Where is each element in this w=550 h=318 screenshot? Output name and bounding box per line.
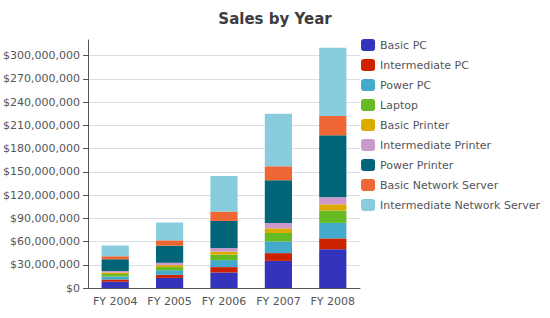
svg-text:Basic Printer: Basic Printer [380, 119, 450, 132]
svg-text:Intermediate PC: Intermediate PC [380, 59, 469, 72]
svg-text:$90,000,000: $90,000,000 [10, 212, 80, 225]
svg-text:$120,000,000: $120,000,000 [3, 189, 80, 202]
svg-text:$60,000,000: $60,000,000 [10, 235, 80, 248]
svg-text:$0: $0 [66, 282, 80, 295]
svg-text:Intermediate Network Server: Intermediate Network Server [380, 199, 540, 212]
svg-text:FY 2007: FY 2007 [256, 295, 301, 308]
svg-text:FY 2005: FY 2005 [147, 295, 192, 308]
svg-text:$150,000,000: $150,000,000 [3, 165, 80, 178]
svg-text:Power PC: Power PC [380, 79, 431, 92]
svg-text:$300,000,000: $300,000,000 [3, 49, 80, 62]
svg-text:FY 2004: FY 2004 [93, 295, 138, 308]
svg-text:Power Printer: Power Printer [380, 159, 454, 172]
svg-text:Intermediate Printer: Intermediate Printer [380, 139, 492, 152]
svg-text:$180,000,000: $180,000,000 [3, 142, 80, 155]
svg-text:FY 2006: FY 2006 [202, 295, 247, 308]
svg-text:$270,000,000: $270,000,000 [3, 72, 80, 85]
svg-text:Basic PC: Basic PC [380, 39, 427, 52]
svg-text:Basic Network Server: Basic Network Server [380, 179, 499, 192]
svg-text:Sales by Year: Sales by Year [218, 10, 332, 28]
svg-text:Laptop: Laptop [380, 99, 418, 112]
svg-text:$210,000,000: $210,000,000 [3, 119, 80, 132]
svg-text:$240,000,000: $240,000,000 [3, 96, 80, 109]
svg-text:$30,000,000: $30,000,000 [10, 258, 80, 271]
svg-text:FY 2008: FY 2008 [311, 295, 356, 308]
